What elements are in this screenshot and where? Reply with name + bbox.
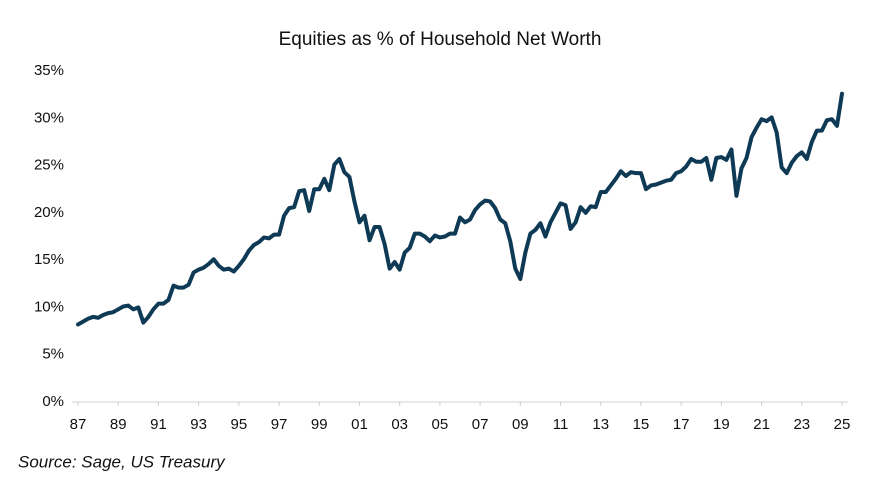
x-tick-label: 89: [110, 416, 127, 433]
y-tick-label: 25%: [34, 157, 64, 174]
data-line: [76, 91, 844, 327]
x-tick-label: 93: [190, 416, 207, 433]
x-tick-label: 15: [633, 416, 650, 433]
y-tick-label: 30%: [34, 109, 64, 126]
x-tick-label: 13: [592, 416, 609, 433]
x-tick-label: 03: [391, 416, 408, 433]
x-tick-label: 17: [673, 416, 690, 433]
x-tick-label: 09: [512, 416, 529, 433]
x-tick-label: 91: [150, 416, 167, 433]
x-tick-label: 19: [713, 416, 730, 433]
x-tick-label: 99: [311, 416, 328, 433]
x-tick-label: 87: [70, 416, 87, 433]
x-tick-label: 25: [834, 416, 851, 433]
x-tick-label: 01: [351, 416, 368, 433]
x-tick-label: 21: [753, 416, 770, 433]
x-tick-label: 05: [432, 416, 449, 433]
y-tick-label: 35%: [34, 62, 64, 79]
x-tick-label: 95: [230, 416, 247, 433]
x-tick-label: 07: [472, 416, 489, 433]
y-tick-label: 0%: [42, 393, 64, 410]
source-note: Source: Sage, US Treasury: [18, 452, 226, 471]
y-tick-label: 5%: [42, 346, 64, 363]
y-tick-label: 15%: [34, 251, 64, 268]
chart-title: Equities as % of Household Net Worth: [279, 29, 602, 50]
y-tick-label: 10%: [34, 298, 64, 315]
x-tick-label: 23: [793, 416, 810, 433]
x-tick-label: 97: [271, 416, 288, 433]
x-tick-label: 11: [553, 416, 569, 433]
y-tick-label: 20%: [34, 204, 64, 221]
